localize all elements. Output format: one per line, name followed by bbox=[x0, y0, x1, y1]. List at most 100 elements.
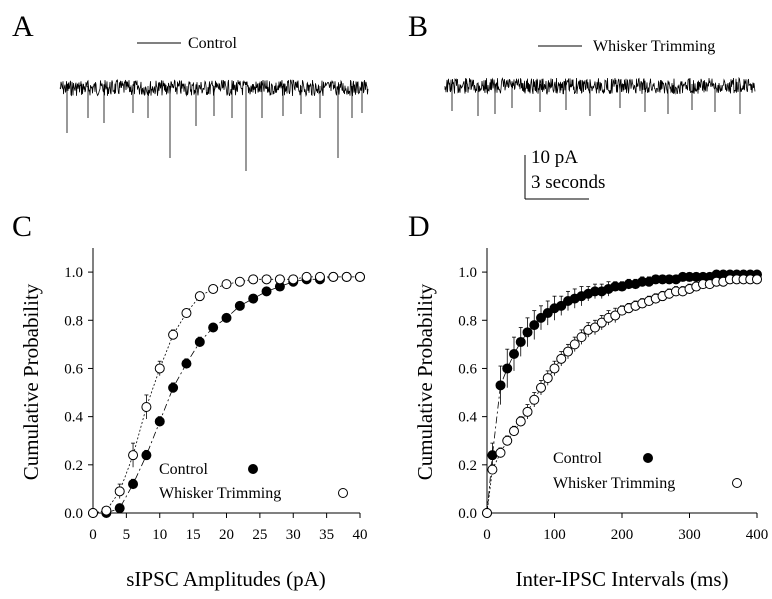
chart-c-control-point bbox=[194, 336, 205, 347]
chart-d-control-point bbox=[542, 308, 553, 319]
chart-d-whisker-trimming-point bbox=[509, 426, 519, 437]
chart-d-whisker-trimming-point bbox=[610, 310, 621, 321]
trace-a-current-recording bbox=[59, 78, 369, 171]
chart-d-whisker-trimming-point bbox=[556, 353, 567, 364]
chart-c-control-point bbox=[141, 450, 152, 461]
chart-d-control-point bbox=[487, 450, 498, 461]
chart-c-x-tick-label: 10 bbox=[152, 527, 167, 543]
chart-c-whisker-trimming-point bbox=[141, 402, 152, 412]
trace-a-label: Control bbox=[188, 35, 237, 52]
chart-c-y-tick-label: 0.8 bbox=[64, 313, 83, 329]
chart-d-legend-trimming-marker bbox=[732, 478, 742, 488]
trace-b-label: Whisker Trimming bbox=[593, 38, 715, 55]
panel-letter-d: D bbox=[408, 210, 430, 243]
chart-d-x-tick-label: 100 bbox=[543, 527, 566, 543]
chart-c-whisker-trimming-point bbox=[234, 276, 245, 287]
chart-d-control-point bbox=[536, 312, 546, 323]
chart-d-y-tick-label: 0.8 bbox=[458, 313, 477, 329]
chart-c-y-tick-label: 0.6 bbox=[64, 361, 83, 377]
chart-d-whisker-trimming-point bbox=[536, 382, 546, 393]
chart-d-whisker-trimming-point bbox=[569, 339, 580, 350]
chart-d-whisker-trimming-point bbox=[752, 274, 762, 285]
chart-c-x-tick-label: 25 bbox=[252, 527, 267, 543]
chart-c-whisker-trimming-point bbox=[101, 505, 112, 516]
chart-c-whisker-trimming-point bbox=[154, 363, 165, 374]
chart-c-y-axis-title: Cumulative Probability bbox=[19, 283, 43, 480]
panel-letter-a: A bbox=[12, 10, 34, 43]
chart-c-control-point bbox=[128, 479, 139, 490]
chart-c-control-point bbox=[181, 358, 192, 369]
chart-c-y-tick-label: 0.2 bbox=[64, 458, 83, 474]
chart-d-whisker-trimming-point bbox=[522, 406, 533, 417]
chart-c-control-point bbox=[261, 286, 272, 297]
chart-d-y-tick-label: 0.2 bbox=[458, 458, 477, 474]
chart-c-whisker-trimming-point bbox=[248, 274, 259, 285]
chart-c-whisker-trimming-point bbox=[128, 450, 139, 461]
chart-c-y-tick-label: 0.0 bbox=[64, 506, 83, 522]
chart-c-whisker-trimming-point bbox=[114, 486, 125, 497]
chart-d-interval-cdf: 0 100 200 300 400 0.0 0.2 0.4 0.6 0.8 1.0 Cumulati… bbox=[413, 248, 768, 591]
chart-c-amplitude-cdf: 0 5 10 15 20 25 30 35 40 0.0 0.2 0.4 0.6 0.8 1.0 Cumul… bbox=[19, 248, 368, 591]
chart-c-whisker-trimming-point bbox=[328, 271, 339, 282]
chart-d-y-tick-label: 0.4 bbox=[458, 410, 477, 426]
chart-c-control-point bbox=[154, 416, 165, 427]
trace-b-current-recording bbox=[444, 76, 756, 116]
chart-c-control-point bbox=[248, 293, 259, 304]
chart-c-whisker-trimming-point bbox=[301, 271, 312, 282]
chart-c-control-point bbox=[114, 503, 125, 514]
chart-c-whisker-trimming-point bbox=[355, 271, 365, 282]
chart-c-whisker-trimming-point bbox=[168, 329, 179, 340]
chart-d-whisker-trimming-point bbox=[502, 435, 513, 446]
chart-d-x-axis-title: Inter-IPSC Intervals (ms) bbox=[515, 567, 728, 591]
chart-c-y-tick-label: 1.0 bbox=[64, 265, 83, 281]
chart-d-whisker-trimming-point bbox=[590, 322, 600, 333]
chart-d-whisker-trimming-point bbox=[487, 464, 498, 475]
scale-bar-time-label: 3 seconds bbox=[531, 172, 605, 193]
chart-c-legend-control-label: Control bbox=[159, 461, 208, 478]
chart-d-y-tick-label: 1.0 bbox=[458, 265, 477, 281]
chart-c-legend-control-marker bbox=[248, 464, 258, 474]
chart-d-whisker-trimming-point bbox=[576, 332, 587, 343]
chart-c-whisker-trimming-point bbox=[221, 279, 232, 290]
chart-d-whisker-trimming-point bbox=[529, 394, 540, 405]
chart-c-legend-trimming-marker bbox=[338, 488, 348, 498]
chart-d-whisker-trimming-point bbox=[495, 447, 506, 458]
chart-d-whisker-trimming-point bbox=[515, 416, 526, 427]
chart-d-whisker-trimming-point bbox=[542, 373, 553, 384]
chart-d-control-point bbox=[515, 336, 526, 347]
chart-c-x-tick-label: 20 bbox=[219, 527, 234, 543]
chart-c-x-tick-label: 5 bbox=[123, 527, 131, 543]
chart-d-x-tick-label: 200 bbox=[611, 527, 634, 543]
chart-d-whisker-trimming-point bbox=[563, 346, 573, 357]
chart-d-control-point bbox=[522, 327, 533, 338]
chart-d-legend-control-label: Control bbox=[553, 450, 602, 467]
chart-c-whisker-trimming-point bbox=[288, 274, 299, 285]
chart-c-x-axis-title: sIPSC Amplitudes (pA) bbox=[126, 567, 326, 591]
chart-d-control-point bbox=[529, 320, 540, 331]
chart-d-x-tick-label: 300 bbox=[678, 527, 701, 543]
chart-c-x-tick-label: 35 bbox=[319, 527, 334, 543]
chart-d-y-tick-label: 0.0 bbox=[458, 506, 477, 522]
chart-d-control-point bbox=[556, 300, 567, 311]
chart-d-whisker-trimming-point bbox=[596, 317, 607, 328]
chart-c-control-line bbox=[93, 276, 360, 514]
chart-d-y-axis-title: Cumulative Probability bbox=[413, 283, 437, 480]
chart-c-control-point bbox=[221, 312, 232, 323]
chart-d-whisker-trimming-point bbox=[549, 363, 560, 374]
chart-d-control-point bbox=[502, 363, 513, 374]
chart-d-legend-trimming-label: Whisker Trimming bbox=[553, 475, 675, 492]
chart-d-x-tick-label: 0 bbox=[483, 527, 491, 543]
chart-c-y-tick-label: 0.4 bbox=[64, 410, 83, 426]
chart-d-legend-control-marker bbox=[643, 453, 653, 463]
chart-c-whisker-trimming-point bbox=[208, 283, 219, 294]
chart-c-whisker-trimming-point bbox=[274, 274, 285, 285]
chart-c-whisker-trimming-point bbox=[261, 274, 272, 285]
scale-bar-current-label: 10 pA bbox=[531, 147, 578, 168]
chart-c-x-tick-label: 15 bbox=[186, 527, 201, 543]
chart-d-x-tick-label: 400 bbox=[746, 527, 769, 543]
chart-c-whisker-trimming-point bbox=[181, 308, 192, 319]
chart-c-whisker-trimming-line bbox=[92, 276, 360, 514]
chart-c-x-tick-label: 40 bbox=[353, 527, 368, 543]
chart-c-whisker-trimming-point bbox=[194, 291, 205, 302]
